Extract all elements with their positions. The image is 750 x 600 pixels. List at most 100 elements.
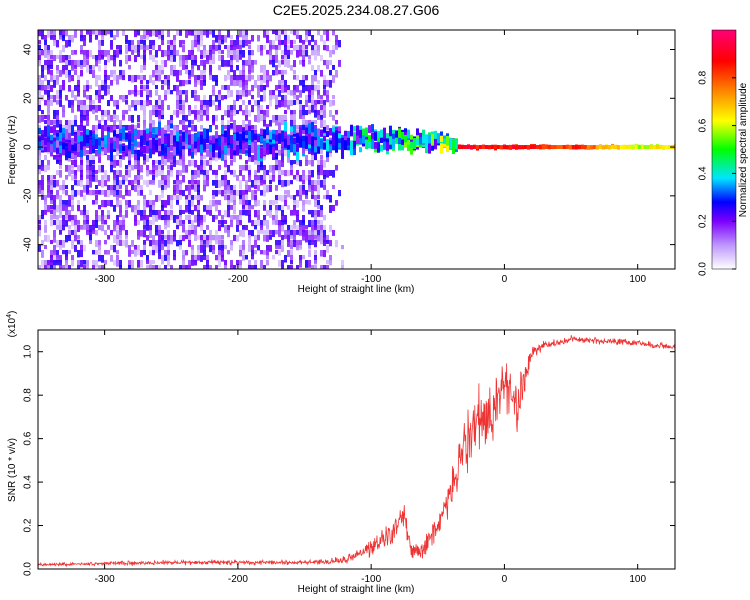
spectrogram-cell	[116, 137, 119, 149]
spectrogram-cell	[203, 265, 206, 269]
spectrogram-cell	[173, 255, 176, 261]
spectrogram-cell	[116, 235, 119, 240]
spectrogram-cell	[248, 205, 251, 210]
spectrogram-cell	[221, 125, 224, 135]
spectrogram-cell	[284, 220, 287, 225]
spectrogram-cell	[299, 60, 302, 65]
spectrogram-cell	[227, 148, 230, 155]
spectrogram-cell	[266, 230, 269, 235]
spectrogram-cell	[62, 185, 65, 192]
spectrogram-cell	[200, 125, 203, 130]
spectrogram-cell	[407, 139, 410, 145]
spectrogram-cell	[149, 123, 152, 132]
spectrogram-cell	[227, 205, 230, 211]
spectrogram-cell	[164, 160, 167, 166]
spectrogram-cell	[68, 55, 71, 60]
spectrogram-cell	[296, 125, 299, 130]
spectrogram-cell	[278, 260, 281, 267]
spectrogram-cell	[308, 240, 311, 248]
spectrogram-cell	[332, 136, 335, 146]
spectrogram-cell	[317, 30, 320, 36]
spectrogram-carrier-cell	[586, 145, 590, 150]
spectrogram-cell	[152, 260, 155, 265]
spectrogram-cell	[53, 175, 56, 180]
spectrogram-cell	[167, 175, 170, 183]
spectrogram-cell	[38, 165, 41, 170]
spectrogram-cell	[221, 250, 224, 258]
spectrogram-cell	[272, 155, 275, 160]
spectrogram-cell	[77, 260, 80, 266]
spectrogram-cell	[50, 210, 53, 215]
spectrogram-cell	[155, 100, 158, 107]
spectrogram-cell	[206, 105, 209, 112]
spectrogram-cell	[131, 250, 134, 255]
spectrogram-cell	[245, 105, 248, 113]
spectrogram-cell	[50, 134, 53, 141]
spectrogram-cell	[134, 150, 137, 155]
spectrogram-cell	[404, 134, 407, 143]
spectrogram-cell	[179, 195, 182, 200]
spectrogram-cell	[203, 110, 206, 116]
spectrogram-cell	[236, 90, 239, 98]
spectrogram-cell	[242, 225, 245, 230]
spectrogram-cell	[176, 190, 179, 195]
spectrogram-carrier-cell	[484, 145, 488, 150]
spectrogram-cell	[149, 30, 152, 37]
spectrogram-cell	[116, 45, 119, 50]
spectrogram-cell	[272, 115, 275, 123]
spectrogram-cell	[185, 30, 188, 38]
spectrogram-cell	[329, 255, 332, 263]
spectrogram-cell	[50, 95, 53, 100]
spectrogram-cell	[323, 105, 326, 110]
spectrogram-cell	[299, 35, 302, 43]
spectrogram-cell	[290, 135, 293, 144]
spectrogram-carrier-cell	[616, 145, 620, 150]
spectrogram-cell	[77, 143, 80, 152]
spectrogram-cell	[248, 185, 251, 193]
spectrogram-cell	[284, 110, 287, 115]
spectrogram-cell	[272, 165, 275, 173]
spectrogram-cell	[44, 65, 47, 70]
spectrogram-cell	[206, 175, 209, 181]
spectrogram-cell	[62, 265, 65, 269]
spectrogram-cell	[71, 137, 74, 145]
spectrogram-cell	[44, 90, 47, 95]
spectrogram-cell	[110, 142, 113, 152]
spectrogram-cell	[314, 125, 317, 132]
spectrogram-cell	[56, 240, 59, 248]
spectrogram-cell	[173, 195, 176, 200]
spectrogram-cell	[134, 250, 137, 257]
spectrogram-cell	[149, 40, 152, 46]
spectrogram-cell	[221, 215, 224, 220]
spectrogram-cell	[146, 180, 149, 188]
spectrogram-cell	[62, 130, 65, 142]
spectrogram-cell	[101, 190, 104, 195]
spectrogram-cell	[290, 40, 293, 48]
spectrogram-cell	[122, 175, 125, 181]
spectrogram-cell	[287, 205, 290, 210]
spectrogram-cell	[287, 235, 290, 243]
spectrogram-cell	[140, 80, 143, 85]
spectrogram-cell	[113, 180, 116, 185]
spectrogram-cell	[140, 150, 143, 157]
spectrogram-cell	[209, 245, 212, 253]
spectrogram-cell	[59, 132, 62, 142]
spectrogram-cell	[59, 100, 62, 107]
spectrogram-cell	[176, 185, 179, 192]
spectrogram-cell	[203, 155, 206, 160]
spectrogram-cell	[287, 40, 290, 45]
spectrogram-cell	[101, 85, 104, 91]
spectrogram-carrier-cell	[526, 145, 530, 150]
spectrogram-cell	[206, 260, 209, 267]
spectrogram-cell	[302, 130, 305, 135]
spectrogram-cell	[152, 240, 155, 245]
spectrogram-cell	[257, 75, 260, 82]
spectrogram-cell	[299, 105, 302, 111]
spectrogram-cell	[248, 147, 251, 157]
spectrogram-cell	[233, 80, 236, 87]
spectrogram-cell	[47, 160, 50, 166]
spectrogram-cell	[209, 205, 212, 210]
spectrogram-cell	[239, 180, 242, 186]
spectrogram-cell	[227, 190, 230, 195]
spectrogram-cell	[65, 40, 68, 48]
